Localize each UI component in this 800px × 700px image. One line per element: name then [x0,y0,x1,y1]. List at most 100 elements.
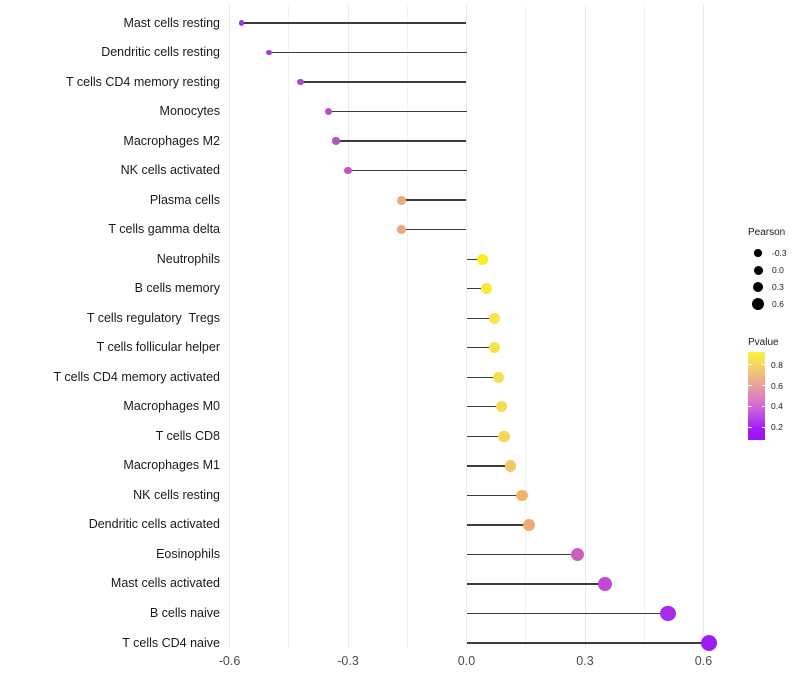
category-label: NK cells resting [133,487,220,502]
legend-pearson-dot [753,265,763,275]
category-label: B cells naive [149,605,220,620]
data-point [495,401,507,413]
lollipop-stem [328,110,467,113]
category-label: Dendritic cells resting [101,45,220,60]
lollipop-stem [466,406,502,408]
pvalue-bar-tick [761,384,765,387]
data-point [660,605,676,622]
data-point [597,577,612,591]
category-label: Macrophages M1 [123,458,220,473]
gridline-minor [525,5,527,648]
legend-pearson-label: 0.6 [772,299,784,309]
pvalue-bar-tick [761,426,765,429]
category-label: Mast cells resting [123,15,220,30]
data-point [332,137,340,145]
legend-pearson-label: 0.0 [772,265,784,275]
lollipop-stem [336,140,467,142]
category-label: Dendritic cells activated [88,517,220,532]
lollipop-stem [466,642,710,644]
pvalue-bar-tick [748,363,752,366]
lollipop-stem [466,376,499,378]
data-point [238,20,244,26]
data-point [297,78,304,86]
category-label: B cells memory [134,281,220,296]
legend-pvalue-label: 0.6 [771,380,783,391]
pvalue-bar-tick [748,384,752,387]
lollipop-stem [466,465,511,467]
data-point [505,460,517,472]
category-label: Macrophages M2 [123,133,220,148]
data-point [492,371,504,383]
data-point [476,253,488,265]
data-point [266,49,272,56]
x-axis-tick-label: 0.3 [576,654,594,668]
gridline-major [347,5,349,648]
x-axis-tick-label: -0.6 [218,654,241,668]
lollipop-stem [241,22,467,24]
data-point [489,342,501,354]
lollipop-stem [300,81,467,83]
data-point [515,489,528,502]
category-label: Neutrophils [156,251,220,266]
gridline-major [584,5,586,648]
gridline-minor [643,5,645,648]
pvalue-gradient-bar [748,352,765,440]
gridline-major [703,5,704,648]
legend-pearson-label: -0.3 [772,248,787,258]
gridline-minor [406,5,408,648]
legend-pvalue-label: 0.4 [771,401,783,412]
category-label: Mast cells activated [110,576,220,591]
pvalue-bar-tick [761,363,765,366]
lollipop-stem [466,612,668,615]
x-axis-tick-label: 0.6 [694,654,713,668]
pvalue-bar-tick [761,405,765,408]
x-axis-tick-label: 0.0 [457,654,476,668]
data-point [344,166,352,175]
category-label: T cells CD4 memory activated [53,369,221,384]
category-label: T cells CD8 [155,428,220,443]
lollipop-stem [466,435,505,437]
data-point [522,518,535,531]
x-axis-tick-label: -0.3 [337,654,359,668]
data-point [396,225,406,235]
lollipop-stem [401,229,467,231]
lollipop-stem [466,347,495,349]
data-point [498,430,510,442]
data-point [324,107,332,116]
gridline-major [229,5,230,648]
lollipop-stem [269,51,467,54]
category-label: T cells regulatory Tregs [86,310,220,325]
lollipop-stem [466,583,605,585]
data-point [480,283,492,295]
legend-pvalue-title: Pvalue [748,337,779,348]
data-point [396,195,406,205]
pvalue-bar-tick [748,426,752,429]
legend-pearson-dot [754,249,762,257]
category-label: Plasma cells [149,192,220,207]
legend-pearson-title: Pearson [748,227,786,238]
pvalue-bar-tick [748,405,752,408]
category-label: Macrophages M0 [123,399,220,414]
lollipop-stem [401,199,467,201]
data-point [488,312,500,324]
gridline-minor [288,5,290,648]
legend-pearson-dot [752,281,764,293]
legend-pearson-dot [751,297,765,311]
data-point [700,634,718,652]
lollipop-stem [466,317,495,319]
lollipop-stem [466,553,578,556]
category-label: T cells CD4 memory resting [66,74,220,89]
lollipop-stem [466,494,522,497]
category-label: Monocytes [159,104,220,119]
category-label: T cells follicular helper [96,340,220,355]
lollipop-stem [348,169,467,172]
gridline-major [466,5,467,648]
data-point [570,547,584,561]
lollipop-stem [466,524,529,526]
lollipop-stem [466,288,487,290]
category-label: T cells gamma delta [108,222,220,237]
category-label: Eosinophils [156,546,220,561]
category-label: T cells CD4 naive [122,635,220,650]
lollipop-stem [466,258,483,260]
